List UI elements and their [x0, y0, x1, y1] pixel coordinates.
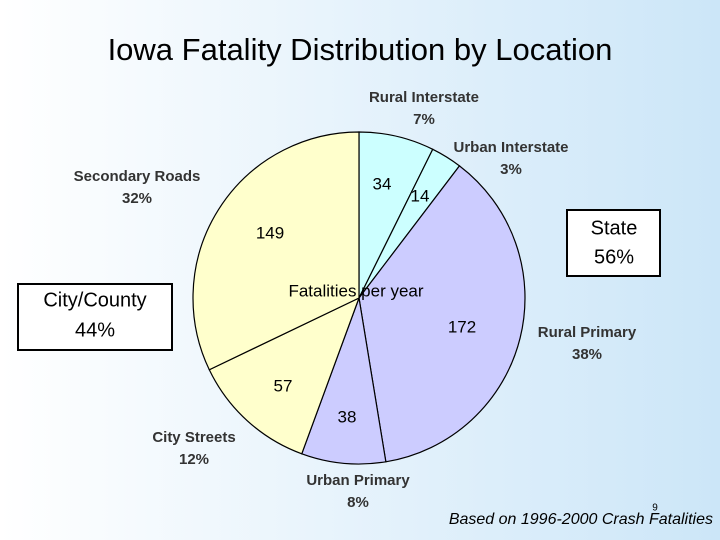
slice-percent: 12% [179, 451, 209, 468]
slice-category: Secondary Roads [74, 168, 201, 185]
slice-value: 149 [256, 223, 284, 242]
group-percent: 56% [594, 246, 634, 268]
slice-category: Rural Interstate [369, 89, 479, 106]
group-box [17, 283, 173, 351]
pie [192, 131, 526, 465]
slice-percent: 8% [347, 494, 369, 511]
slice-value: 172 [448, 317, 476, 336]
slice-value: 14 [411, 186, 430, 205]
slice-category: Urban Primary [306, 472, 410, 489]
slice-percent: 7% [413, 111, 435, 128]
slice-value: 34 [373, 174, 392, 193]
slice-category: Urban Interstate [453, 139, 568, 156]
slice-value: 38 [338, 407, 357, 426]
page-number: 9 [652, 503, 658, 514]
pie-slice [208, 296, 361, 455]
group-name: State [591, 217, 638, 239]
pie-slice [358, 165, 526, 463]
slice-percent: 38% [572, 346, 602, 363]
slice-category: City Streets [152, 429, 235, 446]
pie-slice [192, 131, 360, 371]
group-name: City/County [43, 289, 146, 311]
slice-category: Rural Primary [538, 324, 637, 341]
slice-value: 57 [274, 376, 293, 395]
chart-title: Iowa Fatality Distribution by Location [108, 32, 613, 67]
footnote: Based on 1996-2000 Crash Fatalities [449, 511, 713, 528]
slice-percent: 32% [122, 190, 152, 207]
center-label: Fatalities per year [288, 281, 423, 300]
group-box [566, 209, 661, 277]
slice-percent: 3% [500, 161, 522, 178]
group-percent: 44% [75, 319, 115, 341]
